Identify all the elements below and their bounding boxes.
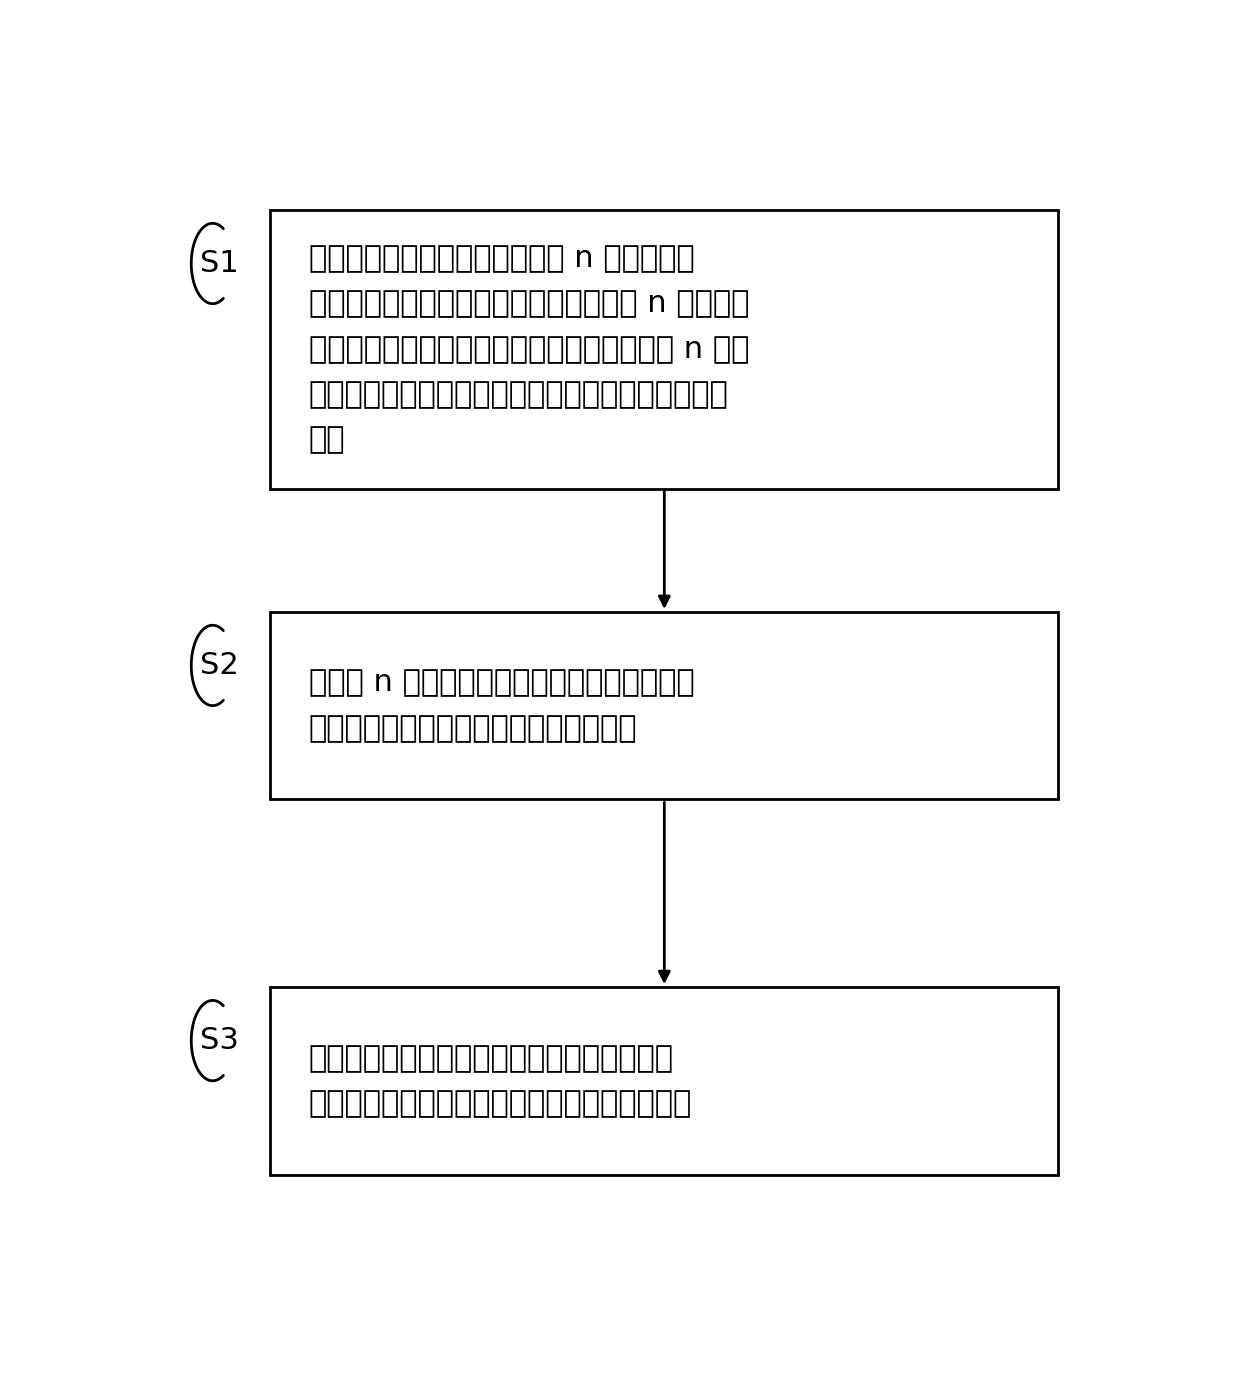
Bar (270, 210, 1058, 489)
Text: 将所述 n 个带有时间戳值的数据包响应的时间
戳值依次进行处理，得到第二时间值序列: 将所述 n 个带有时间戳值的数据包响应的时间 戳值依次进行处理，得到第二时间值序… (309, 668, 694, 743)
Text: S3: S3 (200, 1026, 238, 1055)
Text: S1: S1 (200, 249, 238, 278)
Text: S2: S2 (200, 651, 238, 679)
Bar (270, 987, 1058, 1175)
Bar (270, 612, 1058, 799)
Text: 以预置时间间隔向网络设备发送 n 个带有时间
戳值的数据包；接收所述网络设备发送的 n 个带有时
间戳值的数据包响应，并依次记录接收到所述 n 个带
有时间戳值: 以预置时间间隔向网络设备发送 n 个带有时间 戳值的数据包；接收所述网络设备发送… (309, 245, 749, 454)
Text: 将所述第一时间值序列与所述第二时间值序列
进行处理，得到所述网络设备的时钟精度偏差。: 将所述第一时间值序列与所述第二时间值序列 进行处理，得到所述网络设备的时钟精度偏… (309, 1044, 692, 1118)
